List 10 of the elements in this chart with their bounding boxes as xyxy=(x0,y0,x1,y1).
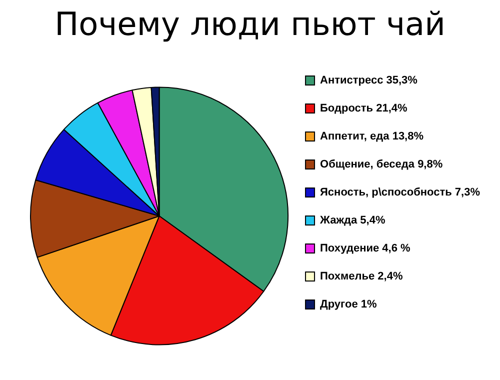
legend-label: Другое 1% xyxy=(320,298,377,311)
legend-label: Похмелье 2,4% xyxy=(320,270,403,283)
legend-label: Антистресс 35,3% xyxy=(320,74,418,87)
legend-label: Аппетит, еда 13,8% xyxy=(320,130,424,143)
legend-label: Ясность, р\способность 7,3% xyxy=(320,186,480,199)
legend-label: Общение, беседа 9,8% xyxy=(320,158,443,171)
chart-title: Почему люди пьют чай xyxy=(54,4,446,45)
legend-label: Бодрость 21,4% xyxy=(320,102,408,115)
legend-label: Похудение 4,6 % xyxy=(320,242,410,255)
legend-label: Жажда 5,4% xyxy=(319,214,386,227)
